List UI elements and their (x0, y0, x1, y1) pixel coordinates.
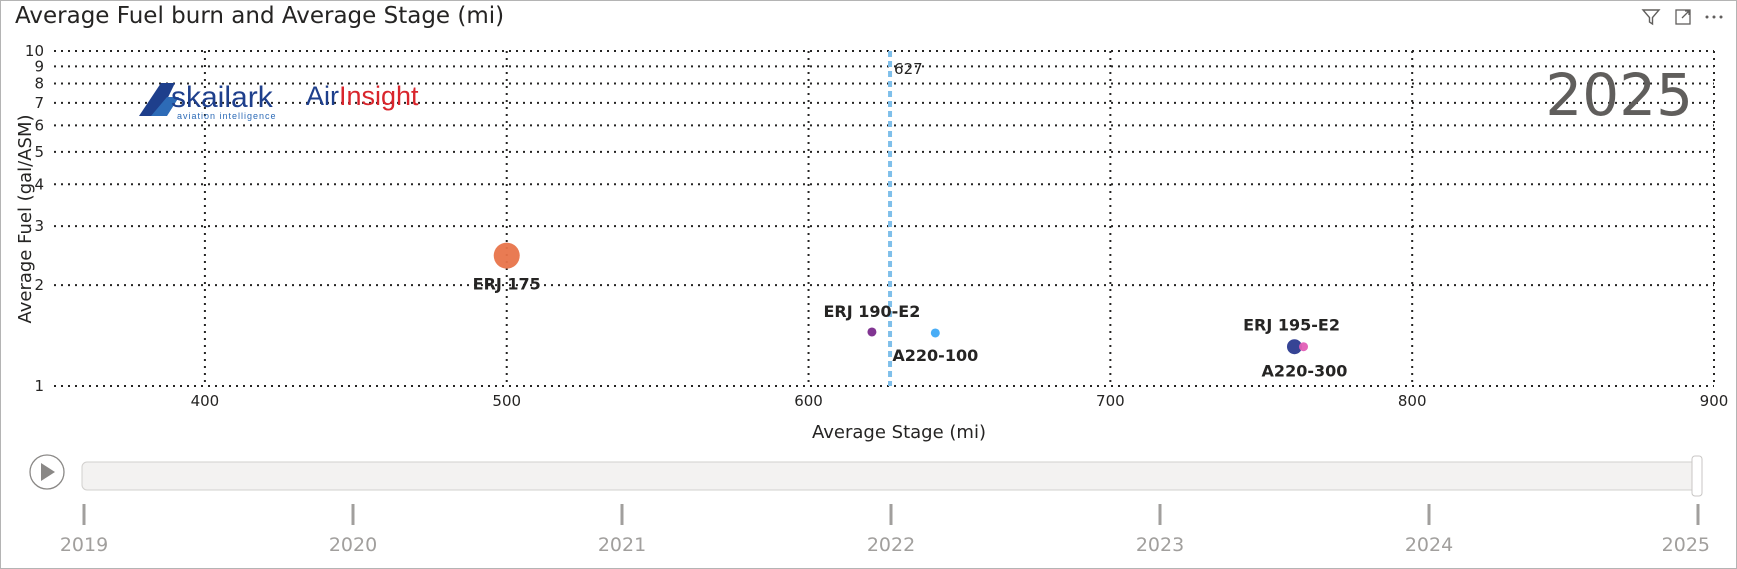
data-points[interactable]: ERJ 175 ERJ 190-E2 A220-100 A220-300 ERJ 195… (473, 242, 1348, 381)
x-tick-label: 500 (492, 392, 521, 410)
point-a220-100[interactable] (930, 328, 940, 338)
y-tick-label: 1 (34, 377, 44, 395)
reference-line-group: 627 (888, 51, 923, 386)
point-erj-195-e2[interactable] (1299, 342, 1309, 352)
point-label-a220-300: A220-300 (1262, 362, 1348, 381)
y-tick-label: 10 (25, 42, 44, 60)
y-tick-label: 7 (34, 94, 44, 112)
point-label-erj-195-e2: ERJ 195-E2 (1243, 316, 1340, 335)
logo-airinsight-text: AirInsight (306, 81, 419, 111)
play-axis: 2019 2020 2021 2022 2023 2024 2025 (29, 454, 1710, 556)
point-erj-190-e2[interactable] (867, 327, 877, 337)
timeline-handle[interactable] (1691, 455, 1703, 497)
point-erj-175[interactable] (493, 242, 520, 269)
timeline-year-2024[interactable]: 2024 (1405, 534, 1453, 556)
gridlines (54, 50, 1715, 387)
logo-tagline: aviation intelligence (177, 111, 277, 121)
point-label-erj-190-e2: ERJ 190-E2 (823, 302, 920, 321)
timeline-year-2020[interactable]: 2020 (329, 534, 377, 556)
focus-mode-icon[interactable] (1673, 7, 1693, 27)
y-tick-label: 3 (34, 217, 44, 235)
x-tick-label: 400 (191, 392, 220, 410)
y-tick-label: 8 (34, 74, 44, 92)
timeline-year-2025[interactable]: 2025 (1662, 534, 1710, 556)
x-tick-label: 800 (1398, 392, 1427, 410)
brand-logo: skailark aviation intelligence AirInsigh… (139, 81, 419, 121)
x-axis-title: Average Stage (mi) (812, 422, 986, 443)
y-tick-label: 5 (34, 143, 44, 161)
y-tick-label: 6 (34, 116, 44, 134)
y-tick-label: 9 (34, 57, 44, 75)
play-icon[interactable] (41, 463, 55, 481)
point-label-erj-175: ERJ 175 (473, 275, 541, 294)
logo-air-part: Air (306, 81, 339, 111)
timeline-year-2019[interactable]: 2019 (60, 534, 108, 556)
current-year-label: 2025 (1545, 61, 1693, 129)
point-label-a220-100: A220-100 (892, 346, 978, 365)
y-tick-label: 2 (34, 276, 44, 294)
point-a220-300[interactable] (1286, 339, 1302, 355)
timeline-year-2022[interactable]: 2022 (867, 534, 915, 556)
timeline-year-2023[interactable]: 2023 (1136, 534, 1184, 556)
y-tick-label: 4 (34, 175, 44, 193)
x-tick-label: 700 (1096, 392, 1125, 410)
x-tick-label: 600 (794, 392, 823, 410)
timeline-years[interactable]: 2019 2020 2021 2022 2023 2024 2025 (60, 504, 1710, 556)
logo-skailark-text: skailark (171, 81, 274, 114)
more-options-icon[interactable] (1703, 7, 1725, 27)
timeline-track[interactable] (81, 461, 1703, 491)
logo-insight-part: Insight (339, 81, 419, 111)
y-axis-title: Average Fuel (gal/ASM) (15, 114, 36, 323)
filter-icon[interactable] (1641, 7, 1661, 27)
x-tick-label: 900 (1700, 392, 1729, 410)
chart-title: Average Fuel burn and Average Stage (mi) (15, 3, 505, 29)
timeline-year-2021[interactable]: 2021 (598, 534, 646, 556)
reference-line-label: 627 (894, 60, 923, 78)
